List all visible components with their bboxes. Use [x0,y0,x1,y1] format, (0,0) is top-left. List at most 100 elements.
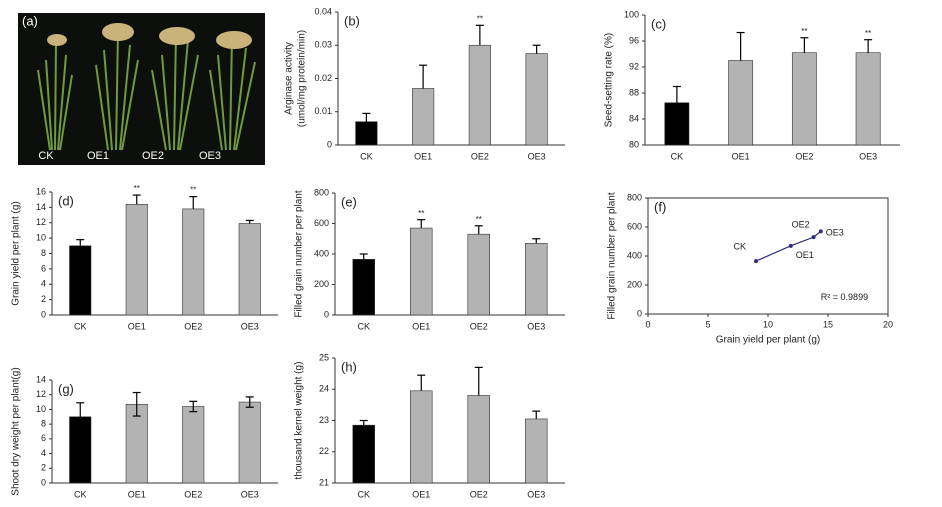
plant-label: OE2 [142,150,164,162]
x-tick-label: OE3 [528,151,546,161]
plant-label: OE3 [199,150,221,162]
x-tick-label: CK [74,489,87,499]
error-bar [189,400,198,413]
y-tick-label: 600 [314,218,329,228]
error-bar [76,402,85,432]
y-tick-label: 200 [627,279,642,289]
x-tick-label: OE2 [470,321,488,331]
y-tick-label: 800 [314,187,329,197]
significance: ** [801,27,807,36]
significance: ** [190,186,196,195]
panel-label: (e) [341,194,357,209]
bar [467,233,490,316]
bar [728,60,754,146]
y-tick-label: 400 [314,248,329,258]
error-bar [800,37,809,53]
y-tick-label: 14 [36,202,46,212]
error-bar [76,239,85,246]
y-tick-label: 2 [41,294,46,304]
y-tick-label: 84 [629,113,639,123]
x-tick-label: OE2 [471,151,489,161]
significance: ** [418,209,424,218]
bar [410,390,433,484]
error-bar [417,219,426,229]
y-tick-label: 21 [319,477,329,487]
bar [238,223,261,316]
error-bar [417,374,426,391]
bar [525,53,548,146]
error-bar [474,225,483,235]
y-axis-label: thousand kernel weight (g) [294,362,305,480]
bar [355,121,378,146]
bar [525,418,548,484]
error-bar [864,39,873,53]
y-tick-label: 0 [41,477,46,487]
y-axis-label: Arginase activity [284,42,295,115]
y-axis-label: (umol/mg protein/min) [297,30,308,127]
x-tick-label: 0 [645,319,650,329]
error-bar [132,194,141,205]
point-label: CK [733,241,746,251]
error-bar [475,24,484,46]
point-label: OE3 [826,228,844,238]
x-tick-label: OE2 [184,489,202,499]
y-tick-label: 0.02 [314,73,332,83]
point-label: OE2 [792,220,810,230]
y-tick-label: 6 [41,263,46,273]
panel-label: (g) [58,381,74,396]
y-axis-label: Filled grain number per plant [294,190,305,318]
y-axis-label: Grain yield per plant (g) [11,201,22,306]
bar [412,88,435,146]
point [788,243,793,248]
x-tick-label: OE2 [795,151,813,161]
x-tick-label: CK [360,151,373,161]
bar [125,204,148,316]
x-tick-label: OE1 [412,321,430,331]
y-tick-label: 92 [629,61,639,71]
y-tick-label: 10 [36,404,46,414]
point [818,229,823,234]
y-tick-label: 400 [627,250,642,260]
y-tick-label: 8 [41,419,46,429]
error-bar [672,85,681,103]
panel-label: (h) [341,359,357,374]
error-bar [189,196,198,209]
y-tick-label: 23 [319,415,329,425]
x-axis-label: Grain yield per plant (g) [716,335,821,346]
x-tick-label: OE3 [527,489,545,499]
panel-label: (b) [344,13,360,28]
x-tick-label: 5 [705,319,710,329]
error-bar [532,44,541,54]
bar [410,227,433,316]
photo-panel: (a) CK OE1 OE2 OE3 [18,13,265,165]
bar [238,401,261,484]
bar [855,52,881,146]
y-tick-label: 12 [36,217,46,227]
x-tick-label: OE3 [241,321,259,331]
error-bar [532,410,541,419]
x-tick-label: OE1 [128,321,146,331]
x-tick-label: 15 [823,319,833,329]
x-tick-label: OE3 [859,151,877,161]
y-tick-label: 0 [41,309,46,319]
y-tick-label: 200 [314,279,329,289]
bar [352,259,375,316]
error-bar [419,64,428,89]
y-tick-label: 10 [36,233,46,243]
x-tick-label: OE1 [732,151,750,161]
y-tick-label: 25 [319,352,329,362]
panel-label: (d) [58,193,74,208]
plants [37,29,256,151]
error-bar [532,238,541,244]
bar [664,102,690,146]
error-bar [245,396,254,408]
panel-label: (c) [651,16,666,31]
y-axis-label: Seed-setting rate (%) [604,33,615,128]
point-label: OE1 [796,250,814,260]
y-axis-label: Filled grain number per plant [607,192,618,320]
bar [182,406,205,484]
x-tick-label: OE2 [184,321,202,331]
x-tick-label: CK [671,151,684,161]
y-tick-label: 0.01 [314,106,332,116]
bar [467,395,490,484]
